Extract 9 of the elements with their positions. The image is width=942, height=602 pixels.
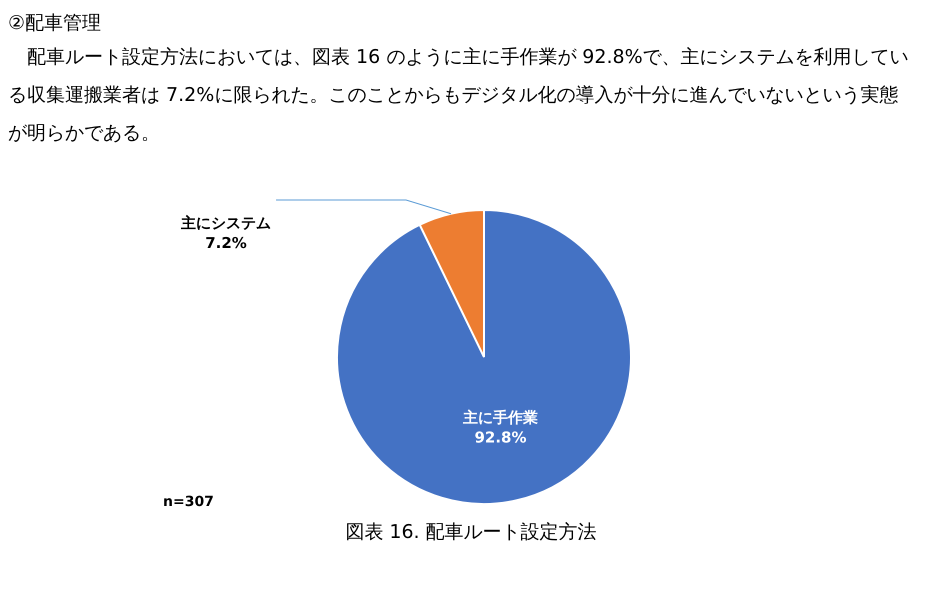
data-label: 92.8% bbox=[474, 428, 527, 447]
text: 図表 16. 配車ルート設定方法 bbox=[344, 520, 598, 545]
chart-subtitle: 配車ルート設定方法においては、図表 16 のように主に手作業が 92.8%で、主にシステムを利用している収集運搬業者は 7.2%に限られた。このことからもデジタル化の導入が十分に進んでいないという実態が明らかである。 bbox=[8, 45, 910, 146]
pie-slice bbox=[336, 209, 632, 505]
slice-label: 主に手作業 bbox=[462, 408, 538, 427]
text: n=307 bbox=[163, 494, 214, 510]
chart-title: ②配車管理 bbox=[8, 11, 102, 36]
data-label: 7.2% bbox=[205, 234, 247, 252]
slice-label: 主にシステム bbox=[180, 214, 272, 232]
